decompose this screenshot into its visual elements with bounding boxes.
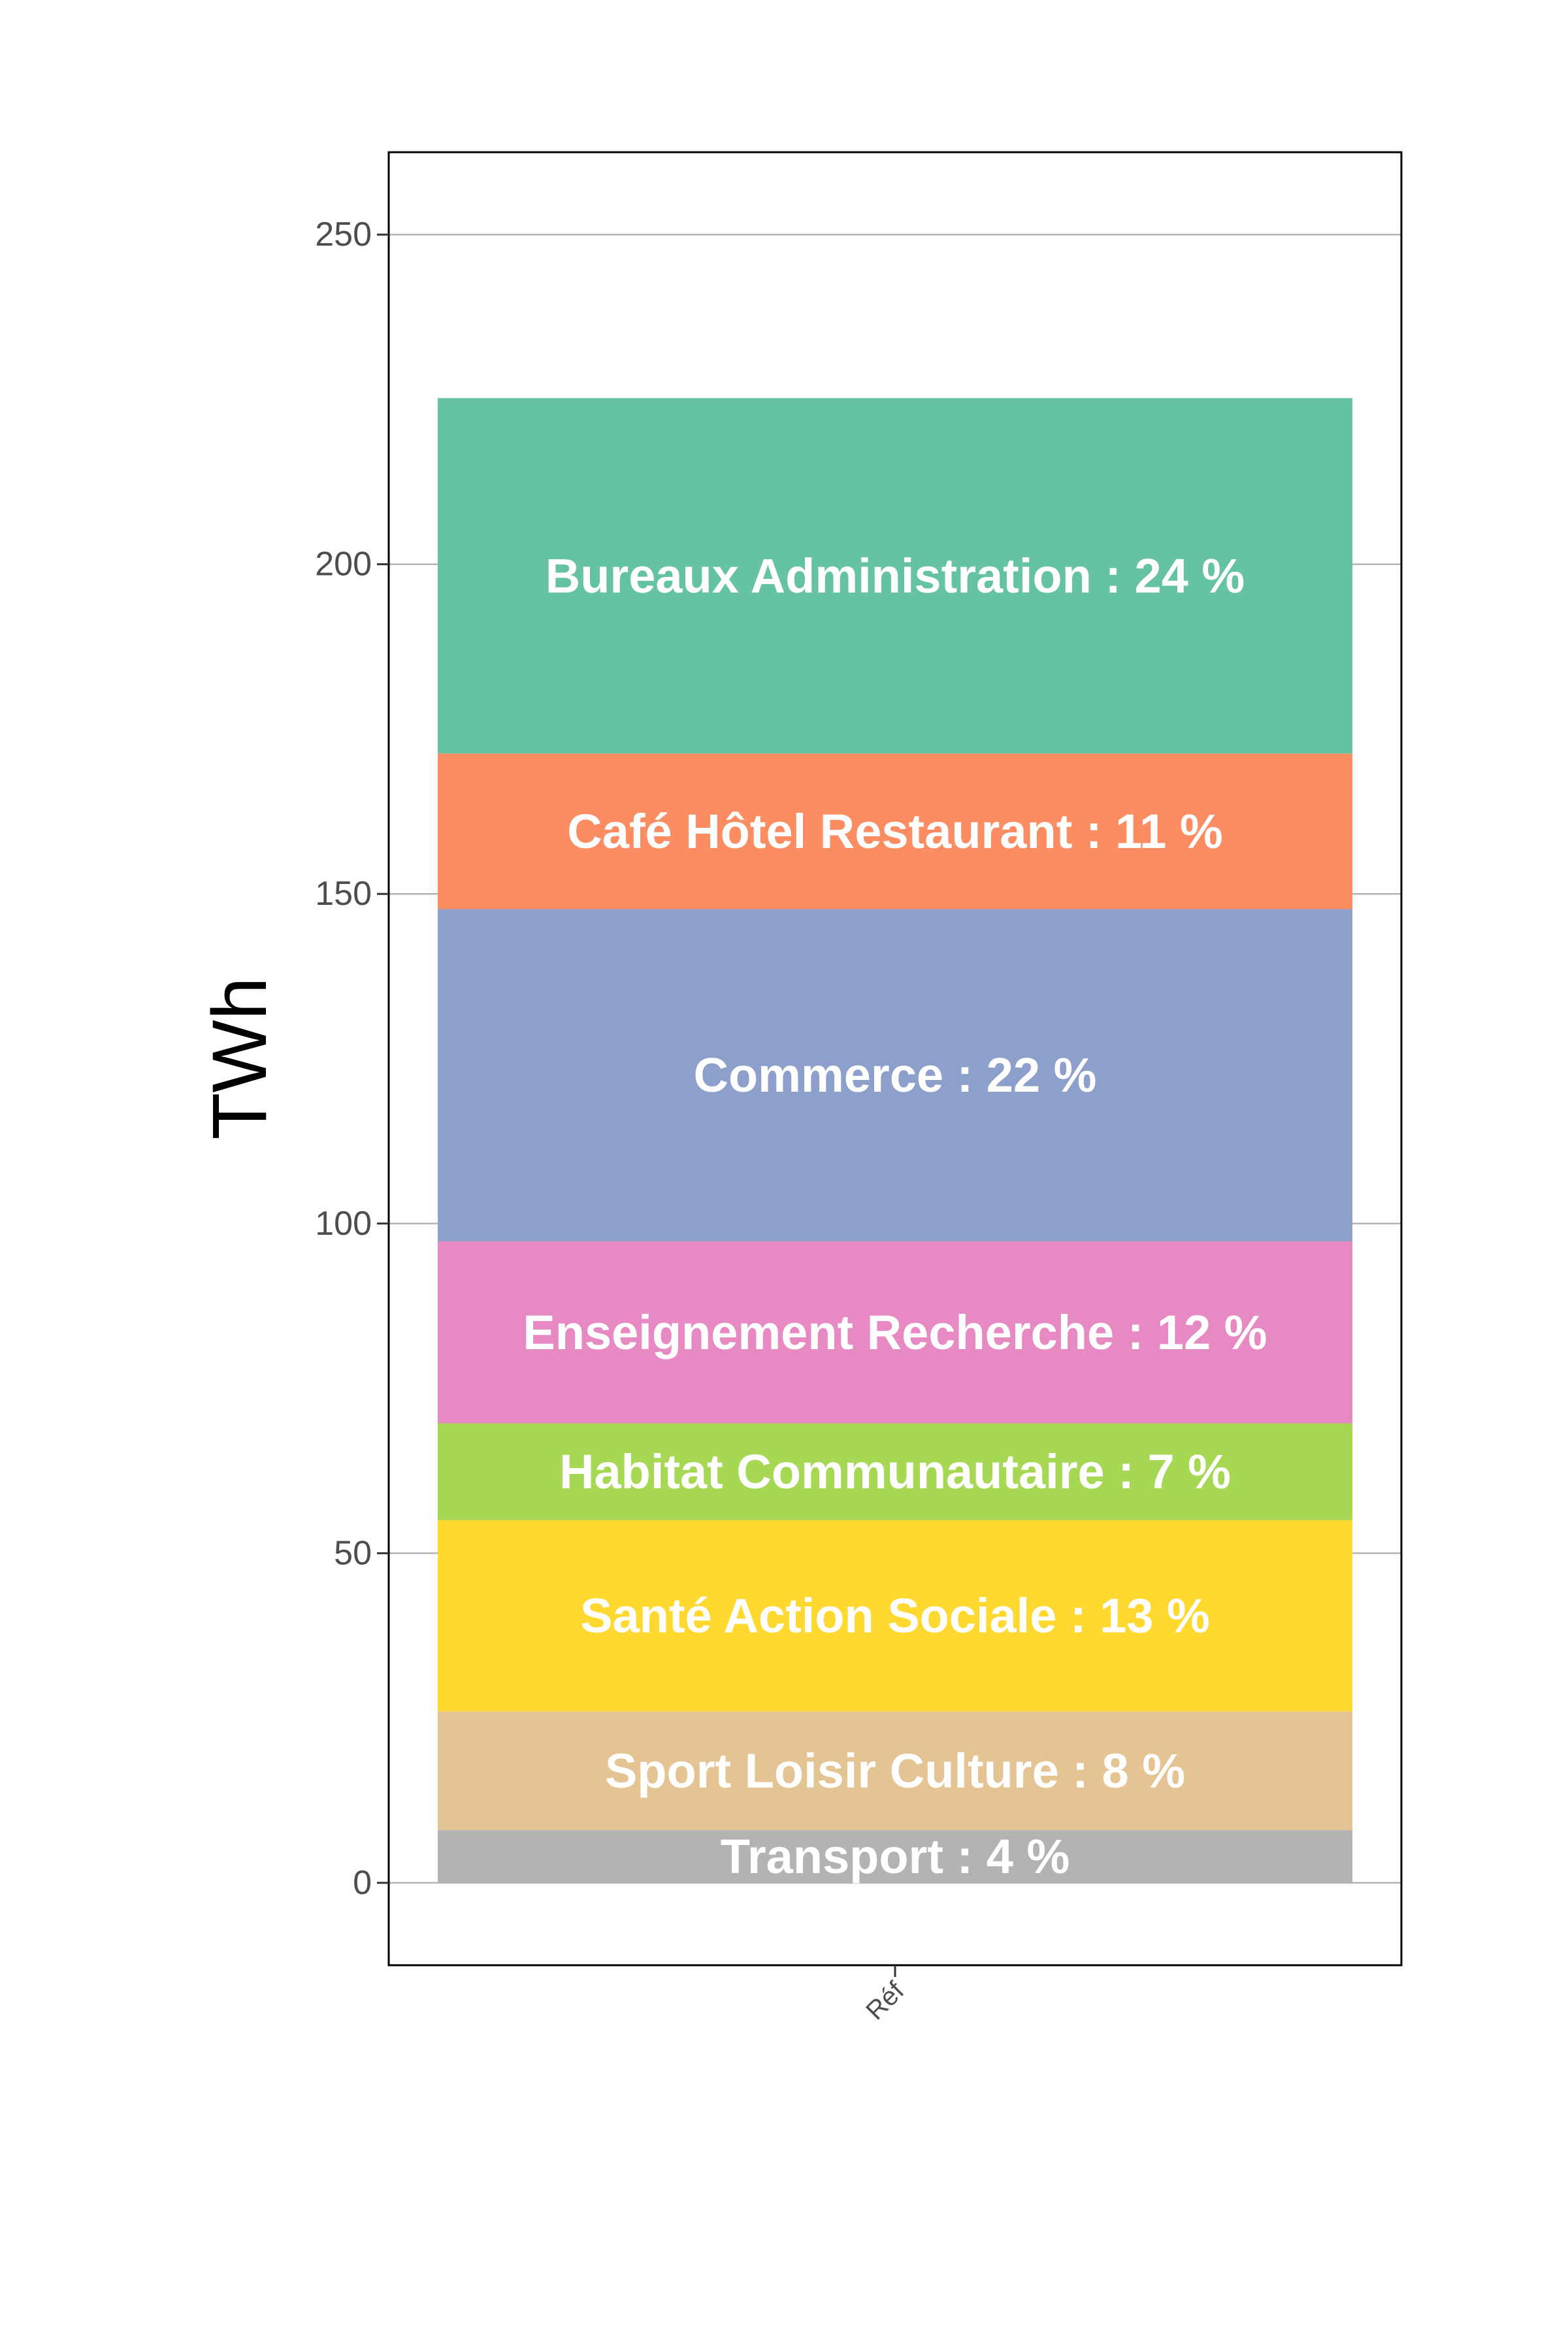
segment-label-1: Sport Loisir Culture : 8 % <box>605 1744 1185 1798</box>
segment-label-5: Commerce : 22 % <box>694 1048 1097 1102</box>
bar-segment-0 <box>438 1830 1352 1883</box>
bar-segment-4 <box>438 1241 1352 1424</box>
bar-segment-2 <box>438 1520 1352 1712</box>
bar-segment-3 <box>438 1423 1352 1520</box>
segment-label-7: Bureaux Administration : 24 % <box>546 549 1245 603</box>
bar-segment-7 <box>438 398 1352 754</box>
bar-segment-1 <box>438 1711 1352 1831</box>
y-tick-label-0: 0 <box>353 1864 372 1902</box>
segment-label-6: Café Hôtel Restaurant : 11 % <box>567 804 1222 858</box>
bar-segment-6 <box>438 753 1352 909</box>
segment-labels: Transport : 4 % Sport Loisir Culture : 8 … <box>523 549 1267 1884</box>
segment-label-4: Enseignement Recherche : 12 % <box>523 1305 1267 1360</box>
y-tick-label-50: 50 <box>334 1534 372 1572</box>
y-tick-label-250: 250 <box>315 216 372 253</box>
y-tick-label-100: 100 <box>315 1205 372 1243</box>
segment-label-3: Habitat Communautaire : 7 % <box>559 1445 1231 1499</box>
y-tick-label-150: 150 <box>315 875 372 913</box>
y-tick-label-200: 200 <box>315 546 372 583</box>
y-axis-label: TWh <box>197 977 283 1139</box>
bar-segment-5 <box>438 909 1352 1242</box>
bar-segments <box>438 398 1352 1883</box>
segment-label-2: Santé Action Sociale : 13 % <box>580 1589 1210 1643</box>
y-axis-ticks: 0 50 100 150 200 250 <box>315 216 389 1902</box>
segment-label-0: Transport : 4 % <box>721 1829 1070 1884</box>
